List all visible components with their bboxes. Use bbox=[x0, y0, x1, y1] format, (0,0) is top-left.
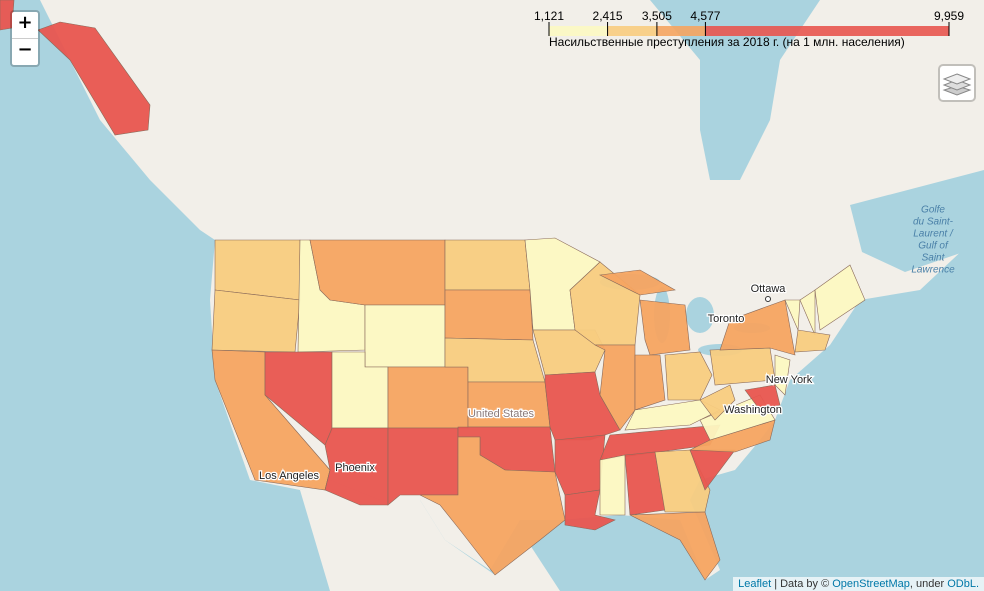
water bbox=[850, 170, 984, 272]
state bbox=[599, 454, 626, 516]
water-label: Laurent / bbox=[913, 229, 954, 240]
legend-swatch bbox=[705, 26, 949, 36]
legend-swatch bbox=[549, 26, 608, 36]
legend-tick-label: 9,959 bbox=[934, 9, 964, 23]
state bbox=[211, 289, 301, 353]
place-label: Ottawa bbox=[751, 283, 787, 295]
state bbox=[444, 289, 534, 341]
state bbox=[598, 269, 676, 296]
state bbox=[214, 239, 301, 301]
state bbox=[594, 344, 636, 431]
legend-caption: Насильственные преступления за 2018 г. (… bbox=[549, 35, 905, 49]
state bbox=[554, 434, 606, 496]
attribution: Leaflet | Data by © OpenStreetMap, under… bbox=[733, 577, 984, 591]
state bbox=[719, 299, 796, 356]
legend: 1,121 2,415 3,505 4,577 9,959 Насильственные … bbox=[534, 9, 964, 49]
state bbox=[699, 384, 736, 421]
state bbox=[639, 299, 691, 356]
place-label: Los Angeles bbox=[259, 470, 319, 482]
place-label: Phoenix bbox=[335, 462, 375, 474]
attribution-text: , under bbox=[909, 578, 945, 590]
osm-link[interactable]: OpenStreetMap bbox=[832, 578, 910, 590]
state bbox=[629, 511, 721, 581]
layers-icon bbox=[942, 73, 972, 96]
legend-tick-label: 2,415 bbox=[593, 9, 623, 23]
zoom-out[interactable]: − bbox=[12, 38, 38, 65]
leaflet-link[interactable]: Leaflet bbox=[738, 578, 772, 590]
attribution-text: | Data by © bbox=[774, 578, 830, 590]
state bbox=[774, 354, 791, 396]
legend-swatch bbox=[656, 26, 706, 36]
legend-swatch bbox=[607, 26, 657, 36]
water bbox=[650, 0, 820, 180]
state bbox=[387, 366, 469, 429]
layers-control[interactable] bbox=[938, 64, 976, 102]
state bbox=[699, 394, 776, 441]
state bbox=[387, 427, 459, 506]
state bbox=[364, 304, 446, 368]
place-label: Toronto bbox=[708, 313, 745, 325]
state bbox=[37, 21, 151, 136]
place-label: Washington bbox=[724, 404, 782, 416]
state bbox=[784, 299, 801, 331]
zoom-in[interactable]: + bbox=[17, 12, 33, 33]
states bbox=[0, 0, 866, 581]
state bbox=[814, 264, 866, 331]
place-dot bbox=[765, 296, 771, 302]
state bbox=[309, 239, 446, 306]
land bbox=[300, 480, 560, 591]
state bbox=[419, 436, 566, 576]
water-label: Gulf of bbox=[918, 241, 949, 252]
place-label: New York bbox=[766, 374, 813, 386]
place-label: United States bbox=[468, 408, 535, 420]
legend-tick-label: 3,505 bbox=[642, 9, 672, 23]
legend-tick-label: 4,577 bbox=[690, 9, 720, 23]
state bbox=[444, 239, 531, 291]
water-label: du Saint- bbox=[913, 217, 954, 228]
place-labels: Ottawa Toronto New York Washington United St… bbox=[258, 205, 955, 484]
water-label: Lawrence bbox=[911, 265, 955, 276]
state bbox=[744, 384, 781, 411]
license-link[interactable]: ODbL. bbox=[947, 578, 979, 590]
state bbox=[624, 399, 721, 431]
state bbox=[799, 289, 816, 336]
water bbox=[686, 297, 714, 333]
state bbox=[634, 354, 666, 411]
water-label: Golfe bbox=[921, 205, 945, 216]
zoom-control: + − bbox=[10, 10, 40, 67]
state bbox=[794, 329, 831, 353]
state bbox=[467, 381, 551, 428]
legend-tick-label: 1,121 bbox=[534, 9, 564, 23]
water-label: Saint bbox=[922, 253, 946, 264]
state bbox=[664, 351, 713, 401]
